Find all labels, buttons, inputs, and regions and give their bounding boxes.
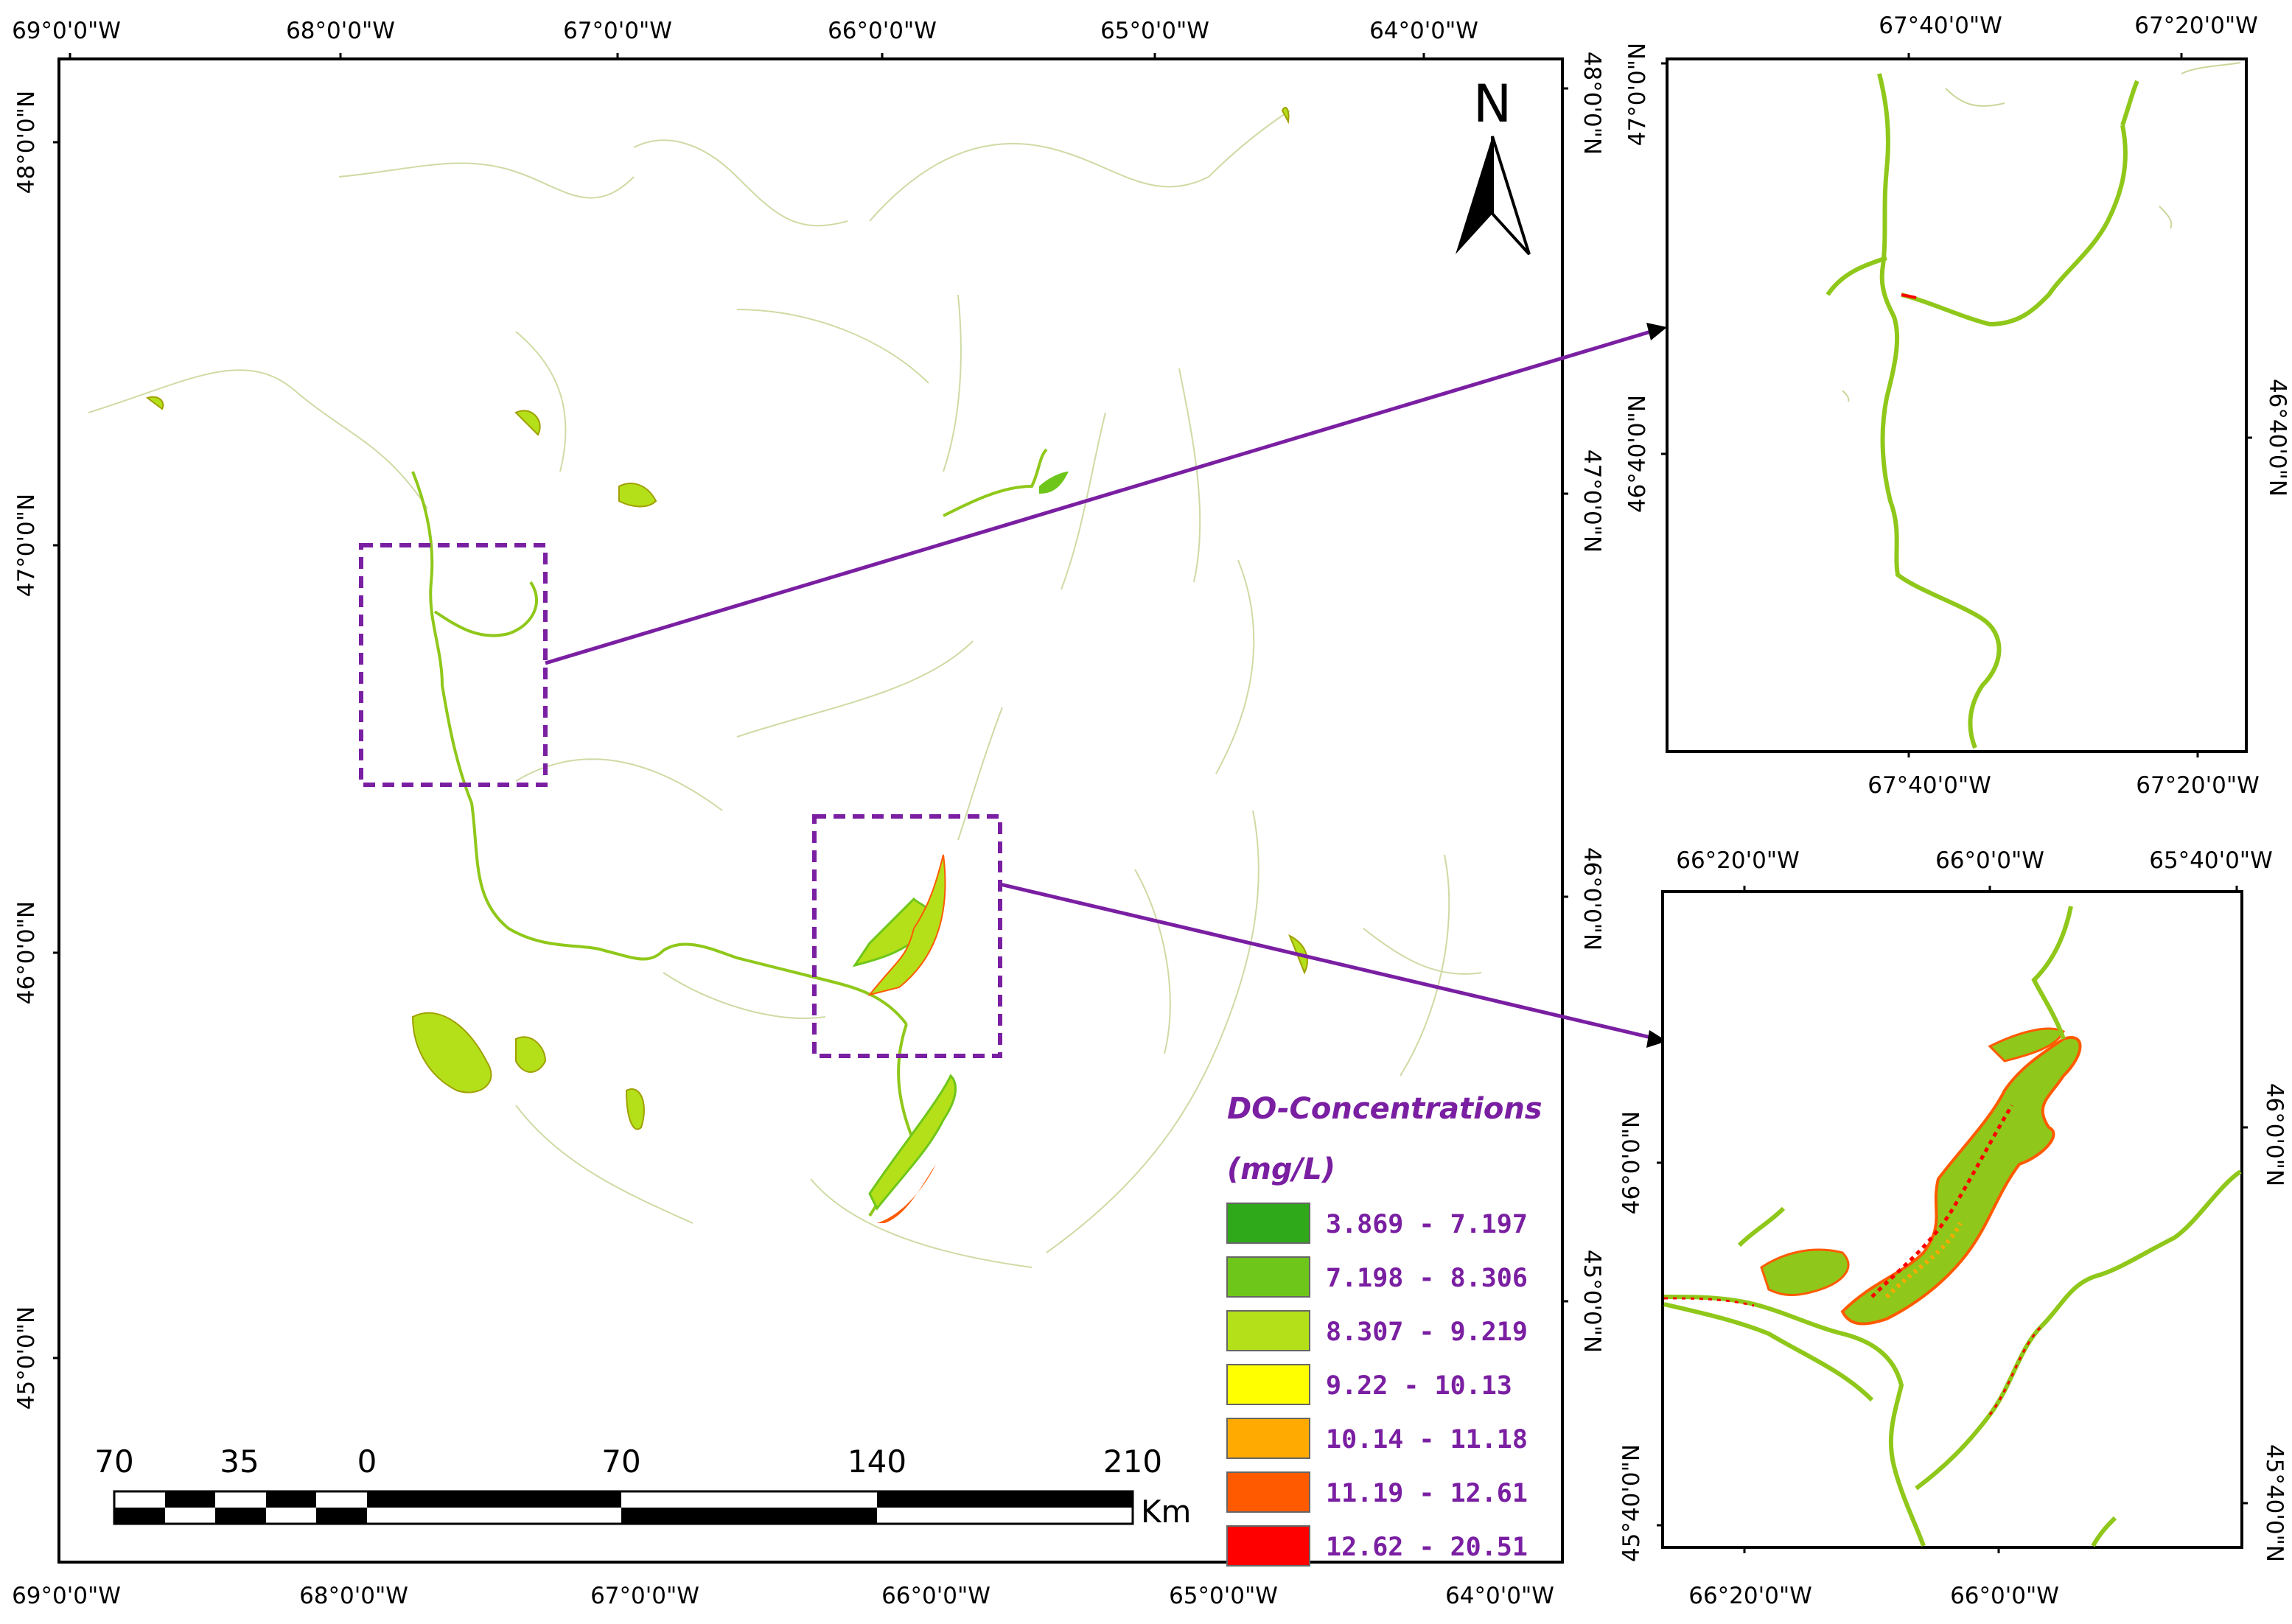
lon-label: 68°0'0"W bbox=[286, 18, 395, 44]
scale-tick-label: 35 bbox=[220, 1443, 259, 1480]
lat-label: 46°0'0"N bbox=[2261, 1083, 2288, 1186]
lat-label: 45°0'0"N bbox=[1579, 1250, 1605, 1353]
lat-label: 45°0'0"N bbox=[13, 1306, 40, 1410]
lat-label: 45°40'0"N bbox=[2261, 1444, 2288, 1562]
legend-label: 10.14 - 11.18 bbox=[1326, 1425, 1528, 1455]
lat-label: 45°40'0"N bbox=[1618, 1444, 1645, 1562]
lon-label: 67°40'0"W bbox=[1868, 772, 1991, 799]
lat-label: 47°0'0"N bbox=[13, 494, 40, 597]
legend-swatch bbox=[1226, 1256, 1310, 1298]
legend-swatch bbox=[1226, 1471, 1310, 1513]
legend: DO-Concentrations (mg/L) 3.869 - 7.197 7.… bbox=[1226, 1092, 1542, 1567]
legend-label: 8.307 - 9.219 bbox=[1326, 1317, 1528, 1347]
lon-label: 66°0'0"W bbox=[1935, 847, 2044, 874]
inset-north-frame bbox=[1666, 57, 2248, 753]
lon-label: 67°20'0"W bbox=[2136, 772, 2260, 799]
scale-bar: 70 35 0 70 140 210 Km bbox=[94, 1443, 1191, 1530]
legend-label: 3.869 - 7.197 bbox=[1326, 1210, 1528, 1239]
lon-label: 66°0'0"W bbox=[828, 18, 937, 44]
north-arrow: N bbox=[1456, 74, 1531, 256]
lon-label: 69°0'0"W bbox=[12, 1583, 121, 1609]
main-river bbox=[411, 448, 1048, 1217]
inset-north: 67°40'0"W 67°20'0"W 67°40'0"W 67°20'0"W … bbox=[1624, 13, 2291, 799]
lat-label: 46°0'0"N bbox=[13, 901, 40, 1004]
scale-tick-label: 0 bbox=[357, 1443, 377, 1480]
lon-label: 66°20'0"W bbox=[1676, 847, 1800, 874]
legend-swatch bbox=[1226, 1364, 1310, 1405]
north-arrow-label: N bbox=[1473, 74, 1512, 134]
scale-tick-label: 70 bbox=[601, 1443, 640, 1480]
lon-label: 65°0'0"W bbox=[1100, 18, 1209, 44]
legend-swatch bbox=[1226, 1203, 1310, 1244]
scale-tick-label: 70 bbox=[94, 1443, 133, 1480]
lon-label: 66°0'0"W bbox=[881, 1583, 990, 1609]
lat-label: 46°40'0"N bbox=[1624, 395, 1651, 513]
scale-unit: Km bbox=[1141, 1494, 1191, 1530]
lon-label: 65°40'0"W bbox=[2149, 847, 2273, 874]
lon-label: 65°0'0"W bbox=[1169, 1583, 1278, 1609]
lon-label: 67°40'0"W bbox=[1879, 13, 2002, 39]
lon-label: 67°0'0"W bbox=[563, 18, 672, 44]
scale-tick-label: 140 bbox=[848, 1443, 906, 1480]
inset-south: 66°20'0"W 66°0'0"W 65°40'0"W 66°20'0"W 6… bbox=[1618, 847, 2288, 1609]
legend-label: 7.198 - 8.306 bbox=[1326, 1264, 1528, 1293]
main-map-left-lat-labels: 48°0'0"N 47°0'0"N 46°0'0"N 45°0'0"N bbox=[13, 91, 40, 1410]
legend-swatch bbox=[1226, 1418, 1310, 1459]
lon-label: 67°0'0"W bbox=[590, 1583, 699, 1609]
arrowhead-icon bbox=[1646, 1030, 1667, 1048]
callout-arrow-north bbox=[545, 329, 1652, 665]
inset-extent-box-south bbox=[812, 814, 1002, 1058]
lon-label: 66°0'0"W bbox=[1950, 1583, 2059, 1609]
lat-label: 46°0'0"N bbox=[1579, 847, 1605, 951]
main-map-top-lon-labels: 69°0'0"W 68°0'0"W 67°0'0"W 66°0'0"W 65°0… bbox=[12, 18, 1478, 44]
main-map-right-lat-labels: 48°0'0"N 47°0'0"N 46°0'0"N 45°0'0"N bbox=[1579, 52, 1605, 1353]
lat-label: 47°0'0"N bbox=[1624, 43, 1651, 146]
lon-label: 64°0'0"W bbox=[1369, 18, 1478, 44]
legend-label: 9.22 - 10.13 bbox=[1326, 1371, 1512, 1401]
lon-label: 69°0'0"W bbox=[12, 18, 121, 44]
legend-items: 3.869 - 7.197 7.198 - 8.306 8.307 - 9.219 9… bbox=[1226, 1203, 1528, 1567]
lat-label: 46°40'0"N bbox=[2264, 379, 2291, 497]
callout-arrows bbox=[545, 329, 1652, 1040]
lon-label: 66°20'0"W bbox=[1688, 1583, 1812, 1609]
main-map-ticks bbox=[53, 53, 1568, 1359]
water-body-patches bbox=[145, 107, 1308, 1223]
legend-title: DO-Concentrations bbox=[1227, 1092, 1542, 1126]
main-map-frame bbox=[57, 57, 1564, 1564]
lon-label: 64°0'0"W bbox=[1445, 1583, 1554, 1609]
lat-label: 48°0'0"N bbox=[13, 91, 40, 194]
lat-label: 48°0'0"N bbox=[1579, 52, 1605, 155]
river-network bbox=[88, 110, 1482, 1268]
legend-label: 11.19 - 12.61 bbox=[1326, 1479, 1528, 1508]
arrowhead-icon bbox=[1646, 323, 1667, 340]
lat-label: 46°0'0"N bbox=[1618, 1111, 1645, 1214]
lat-label: 47°0'0"N bbox=[1579, 449, 1605, 553]
reservoir-patch bbox=[1760, 1248, 1850, 1296]
main-map: 69°0'0"W 68°0'0"W 67°0'0"W 66°0'0"W 65°0… bbox=[12, 18, 1605, 1609]
lon-label: 67°20'0"W bbox=[2134, 13, 2258, 39]
scale-tick-label: 210 bbox=[1103, 1443, 1162, 1480]
legend-swatch bbox=[1226, 1525, 1310, 1567]
legend-label: 12.62 - 20.51 bbox=[1326, 1533, 1528, 1562]
legend-swatch bbox=[1226, 1310, 1310, 1351]
legend-unit: (mg/L) bbox=[1227, 1152, 1335, 1186]
main-map-bottom-lon-labels: 69°0'0"W 68°0'0"W 67°0'0"W 66°0'0"W 65°0… bbox=[12, 1583, 1554, 1609]
reservoir-patch bbox=[1840, 1036, 2082, 1326]
north-arrow-icon bbox=[1456, 136, 1492, 254]
callout-arrow-south bbox=[999, 882, 1652, 1040]
lon-label: 68°0'0"W bbox=[299, 1583, 408, 1609]
